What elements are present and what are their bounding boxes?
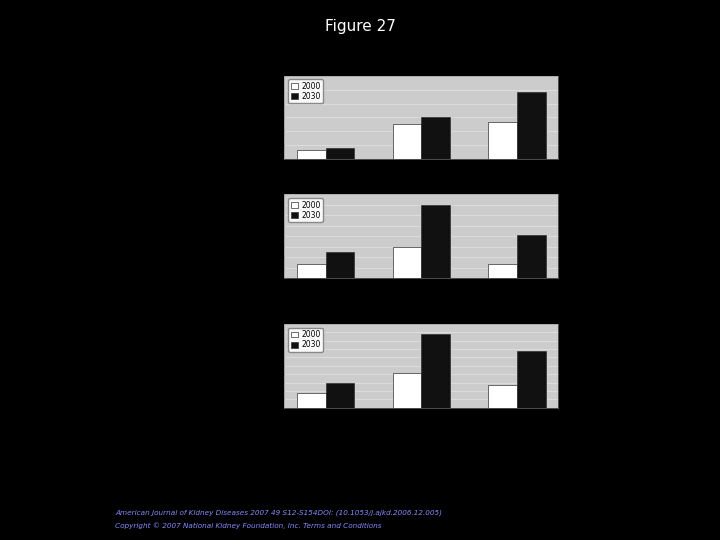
Text: Copyright © 2007 National Kidney Foundation, Inc. Terms and Conditions: Copyright © 2007 National Kidney Foundat…	[115, 523, 382, 529]
Bar	[421, 334, 450, 408]
Bar	[517, 92, 546, 159]
Y-axis label: Estimated number of people
with diabetes (millions): Estimated number of people with diabetes…	[251, 63, 270, 172]
Legend: 2000, 2030: 2000, 2030	[288, 79, 323, 103]
Bar	[297, 150, 325, 159]
Title: World: World	[408, 314, 434, 323]
Bar	[421, 118, 450, 159]
Bar	[488, 384, 517, 408]
Text: American Journal of Kidney Diseases 2007 49 S12-S154DOI: (10.1053/j.ajkd.2006.12: American Journal of Kidney Diseases 2007…	[115, 509, 442, 516]
Bar	[297, 264, 325, 278]
Y-axis label: Estimated number of people
with diabetes (millions): Estimated number of people with diabetes…	[246, 311, 266, 421]
Bar	[517, 351, 546, 408]
Bar	[517, 235, 546, 278]
Bar	[488, 122, 517, 159]
Bar	[325, 148, 354, 159]
Legend: 2000, 2030: 2000, 2030	[288, 328, 323, 352]
Bar	[325, 252, 354, 278]
Bar	[392, 247, 421, 278]
Y-axis label: Estimated number of people
with diabetes (millions): Estimated number of people with diabetes…	[246, 181, 266, 291]
X-axis label: Age group (years): Age group (years)	[387, 419, 456, 428]
Legend: 2000, 2030: 2000, 2030	[288, 198, 323, 222]
Bar	[392, 373, 421, 408]
Bar	[392, 124, 421, 159]
Bar	[488, 264, 517, 278]
X-axis label: Age group (years): Age group (years)	[387, 289, 456, 299]
Bar	[421, 205, 450, 278]
Text: Figure 27: Figure 27	[325, 19, 395, 34]
Title: Developing countries: Developing countries	[373, 185, 469, 194]
Title: Developed countries: Developed countries	[374, 66, 468, 75]
X-axis label: Age group (years): Age group (years)	[387, 171, 456, 180]
Bar	[297, 393, 325, 408]
Bar	[325, 383, 354, 408]
